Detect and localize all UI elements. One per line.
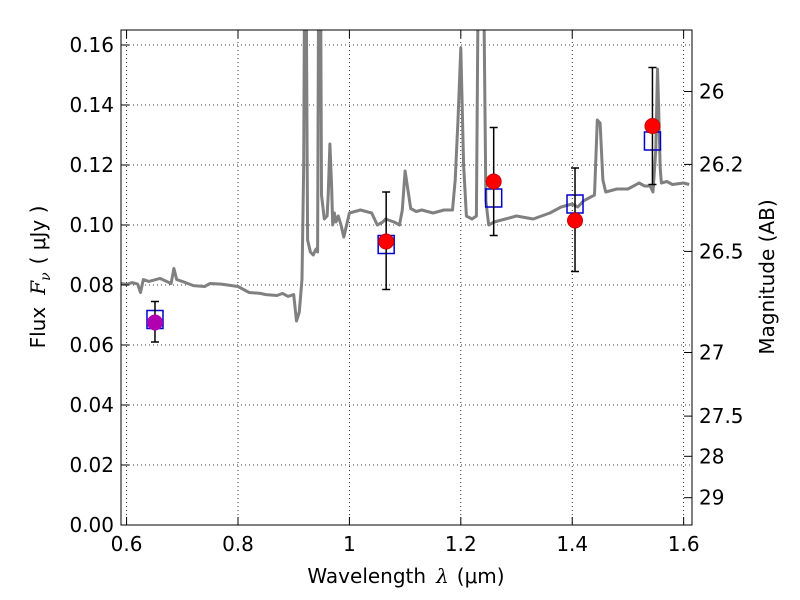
- measured-photometry-point: [644, 118, 661, 134]
- y2-tick-label: 29: [699, 486, 724, 510]
- x-tick-label: 1.2: [445, 532, 477, 556]
- y-tick-label: 0.04: [69, 393, 114, 417]
- y-tick-label: 0.12: [69, 153, 114, 177]
- tick-labels: 0.6 0.8 1 1.2 1.4 1.6 0.00 0.02 0.04 0.06 0.08 0.10…: [69, 33, 743, 556]
- y-axis-title-unit: ( μJy ): [26, 206, 50, 265]
- x-tick-label: 0.6: [111, 532, 143, 556]
- measured-photometry-point: [485, 173, 502, 190]
- y-tick-label: 0.08: [69, 273, 114, 297]
- y-tick-label: 0.00: [69, 513, 114, 537]
- x-tick-label: 0.8: [222, 532, 254, 556]
- y-tick-label: 0.14: [69, 93, 114, 117]
- measured-photometry-point: [378, 233, 395, 250]
- x-tick-label: 1.4: [556, 532, 588, 556]
- y2-tick-label: 26.5: [699, 239, 744, 263]
- y-tick-label: 0.06: [69, 333, 114, 357]
- axis-ticks: [121, 30, 692, 526]
- x-axis-title-unit: (μm): [457, 564, 505, 588]
- plot-data: [121, 30, 690, 343]
- y2-tick-label: 27: [699, 341, 724, 365]
- y-axis-title-subscript: ν: [38, 272, 54, 281]
- gridlines: [121, 30, 692, 526]
- x-axis-title-symbol: λ: [435, 564, 449, 588]
- measured-photometry-point: [567, 212, 584, 229]
- y-tick-label: 0.02: [69, 453, 114, 477]
- y-axis-title: Flux Fν ( μJy ): [26, 206, 54, 349]
- x-tick-label: 1: [343, 532, 356, 556]
- y2-tick-label: 26: [699, 80, 724, 104]
- y2-axis-title: Magnitude (AB): [755, 199, 779, 354]
- x-axis-title-prefix: Wavelength: [307, 564, 426, 588]
- y-tick-label: 0.16: [69, 33, 114, 57]
- y2-tick-label: 26.2: [699, 152, 744, 176]
- y2-tick-label: 27.5: [699, 404, 744, 428]
- y2-tick-label: 28: [699, 444, 724, 468]
- measured-photometry-point: [146, 314, 163, 331]
- x-axis-title: Wavelength λ (μm): [307, 564, 504, 588]
- model-spectrum-line: [121, 30, 690, 323]
- x-tick-label: 1.6: [668, 532, 700, 556]
- y-axis-title-symbol: F: [26, 280, 50, 296]
- y-tick-label: 0.10: [69, 213, 114, 237]
- plot-frame: [120, 29, 693, 526]
- y-axis-title-prefix: Flux: [26, 307, 50, 349]
